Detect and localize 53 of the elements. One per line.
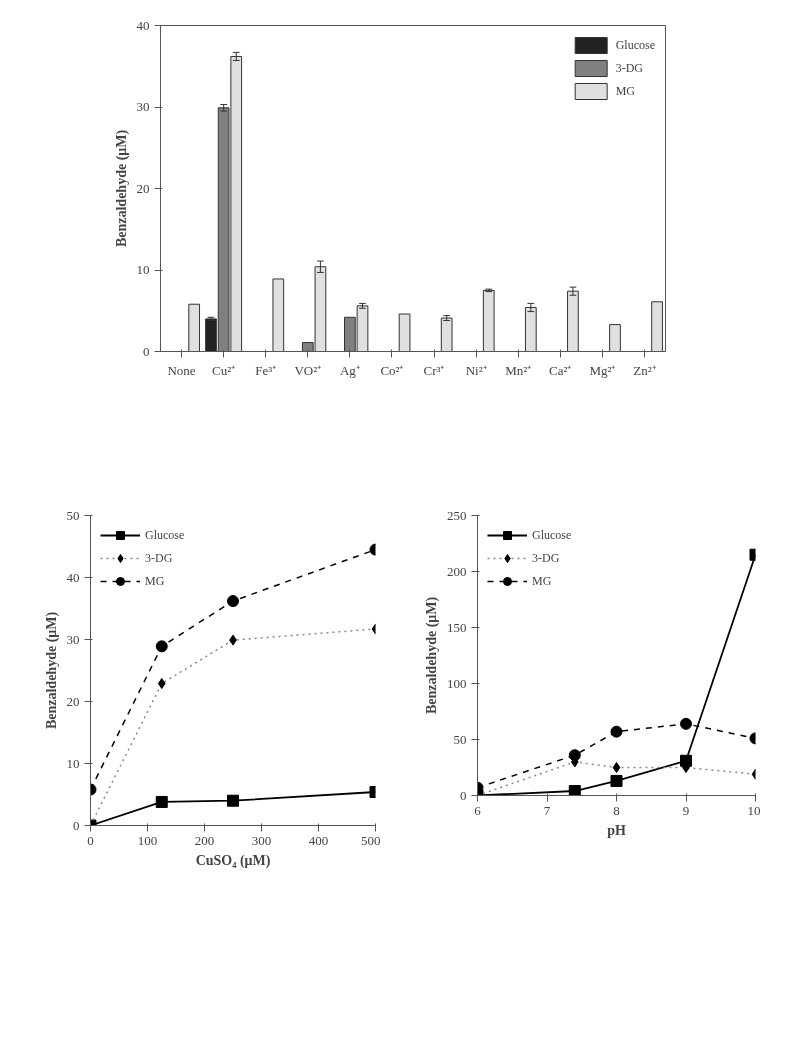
y-tick-label: 50 xyxy=(453,731,467,747)
legend-label: Glucose xyxy=(532,527,572,543)
x-tick-label: 300 xyxy=(251,832,272,848)
x-tick-label: 9 xyxy=(682,802,690,818)
x-tick-label: 7 xyxy=(543,802,551,818)
x-tick-label: 0 xyxy=(87,832,94,848)
x-tick-label: VO²⁺ xyxy=(294,362,322,378)
y-tick-label: 50 xyxy=(66,507,80,523)
y-tick-label: 100 xyxy=(447,675,467,691)
x-tick-label: Cr³⁺ xyxy=(423,362,445,378)
x-axis-title: pH xyxy=(607,822,626,838)
legend-label: 3-DG xyxy=(145,550,173,566)
y-tick-label: 40 xyxy=(136,17,150,33)
y-tick-label: 20 xyxy=(66,693,80,709)
x-tick-label: Ag⁺ xyxy=(339,362,360,378)
x-tick-label: Mn²⁺ xyxy=(505,362,532,378)
x-tick-label: 400 xyxy=(308,832,329,848)
y-tick-label: 40 xyxy=(66,569,80,585)
x-tick-label: Co²⁺ xyxy=(380,362,404,378)
y-tick-label: 20 xyxy=(136,180,150,196)
x-tick-label: 8 xyxy=(613,802,620,818)
x-tick-label: Mg²⁺ xyxy=(589,362,616,378)
y-axis-title: Benzaldehyde (μM) xyxy=(424,596,440,715)
y-tick-label: 30 xyxy=(136,99,150,114)
x-tick-label: Ni²⁺ xyxy=(465,362,487,378)
x-tick-label: Zn²⁺ xyxy=(633,362,656,378)
x-tick-label: 500 xyxy=(361,832,381,848)
y-tick-label: 0 xyxy=(143,343,150,359)
y-tick-label: 150 xyxy=(447,619,467,635)
y-tick-label: 10 xyxy=(136,262,150,277)
legend-label: 3-DG xyxy=(532,550,560,566)
legend-label: 3-DG xyxy=(615,60,643,76)
legend-label: MG xyxy=(532,573,552,589)
legend-label: MG xyxy=(615,83,636,99)
legend-label: Glucose xyxy=(145,527,185,543)
legend-label: MG xyxy=(145,573,165,589)
x-tick-label: 6 xyxy=(474,802,482,818)
x-tick-label: Fe³⁺ xyxy=(255,362,277,378)
x-tick-label: 10 xyxy=(747,802,761,818)
x-axis-title: CuSO₄ (μM) xyxy=(195,852,271,869)
x-tick-label: 200 xyxy=(194,832,215,848)
y-tick-label: 30 xyxy=(66,631,80,647)
y-axis-title: Benzaldehyde (μM) xyxy=(113,129,130,248)
y-tick-label: 0 xyxy=(73,817,80,833)
x-tick-label: None xyxy=(167,362,196,378)
y-axis-title: Benzaldehyde (μM) xyxy=(43,611,60,730)
y-tick-label: 0 xyxy=(460,787,467,803)
y-tick-label: 10 xyxy=(66,755,80,771)
y-tick-label: 250 xyxy=(447,507,467,523)
x-tick-label: Ca²⁺ xyxy=(549,362,572,378)
legend-label: Glucose xyxy=(615,37,655,53)
y-tick-label: 200 xyxy=(447,563,467,579)
x-tick-label: Cu²⁺ xyxy=(212,362,236,378)
